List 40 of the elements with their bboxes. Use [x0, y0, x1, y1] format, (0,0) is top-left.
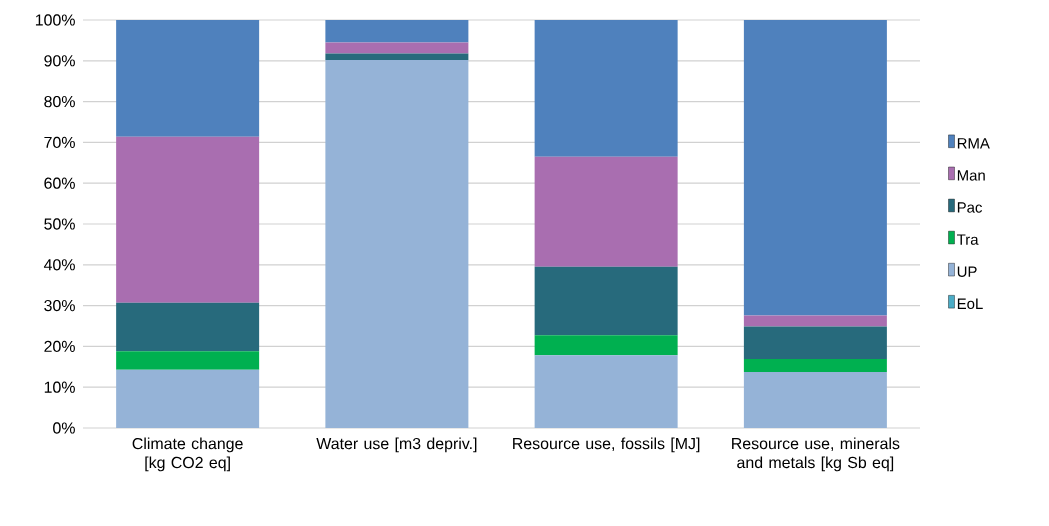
bar [116, 136, 260, 303]
x-tick-label: Resource use, minerals and metals [kg Sb eq] [732, 437, 900, 472]
legend-label: EoL [957, 298, 983, 310]
x-tick-label: Water use [m3 depriv.] [316, 437, 477, 453]
bar [534, 266, 678, 336]
y-tick-label: 10% [44, 381, 75, 393]
bar [534, 19, 678, 157]
bar [325, 42, 469, 54]
legend-label: Man [957, 170, 985, 181]
y-tick-label: 60% [44, 177, 75, 189]
legend-label: UP [957, 266, 977, 277]
bar [534, 355, 678, 428]
bar [743, 359, 887, 373]
bar [116, 351, 260, 370]
bar [325, 59, 469, 428]
bar [534, 156, 678, 267]
bar [743, 19, 887, 316]
y-tick-label: 0% [53, 422, 75, 434]
y-tick-label: 90% [44, 55, 75, 67]
y-tick-label: 80% [44, 95, 75, 108]
bar [743, 372, 887, 428]
x-tick-label: Resource use, fossils [MJ] [513, 437, 700, 453]
legend-label: RMA [957, 138, 990, 149]
x-tick-label: Climate change [kg CO2 eq] [132, 437, 243, 472]
y-tick-label: 50% [44, 218, 75, 230]
y-tick-label: 100% [35, 14, 75, 26]
bar [743, 326, 887, 360]
bar [325, 19, 469, 43]
legend-label: Tra [957, 234, 979, 245]
y-tick-label: 70% [44, 136, 75, 149]
legend-label: Pac [957, 202, 983, 213]
bar [325, 53, 469, 60]
bar [534, 335, 678, 356]
y-tick-label: 20% [44, 340, 75, 353]
bar [743, 315, 887, 327]
y-tick-label: 30% [44, 299, 75, 312]
bar [116, 369, 260, 428]
bar [116, 19, 260, 137]
y-tick-label: 40% [43, 259, 75, 271]
bar [116, 302, 260, 352]
